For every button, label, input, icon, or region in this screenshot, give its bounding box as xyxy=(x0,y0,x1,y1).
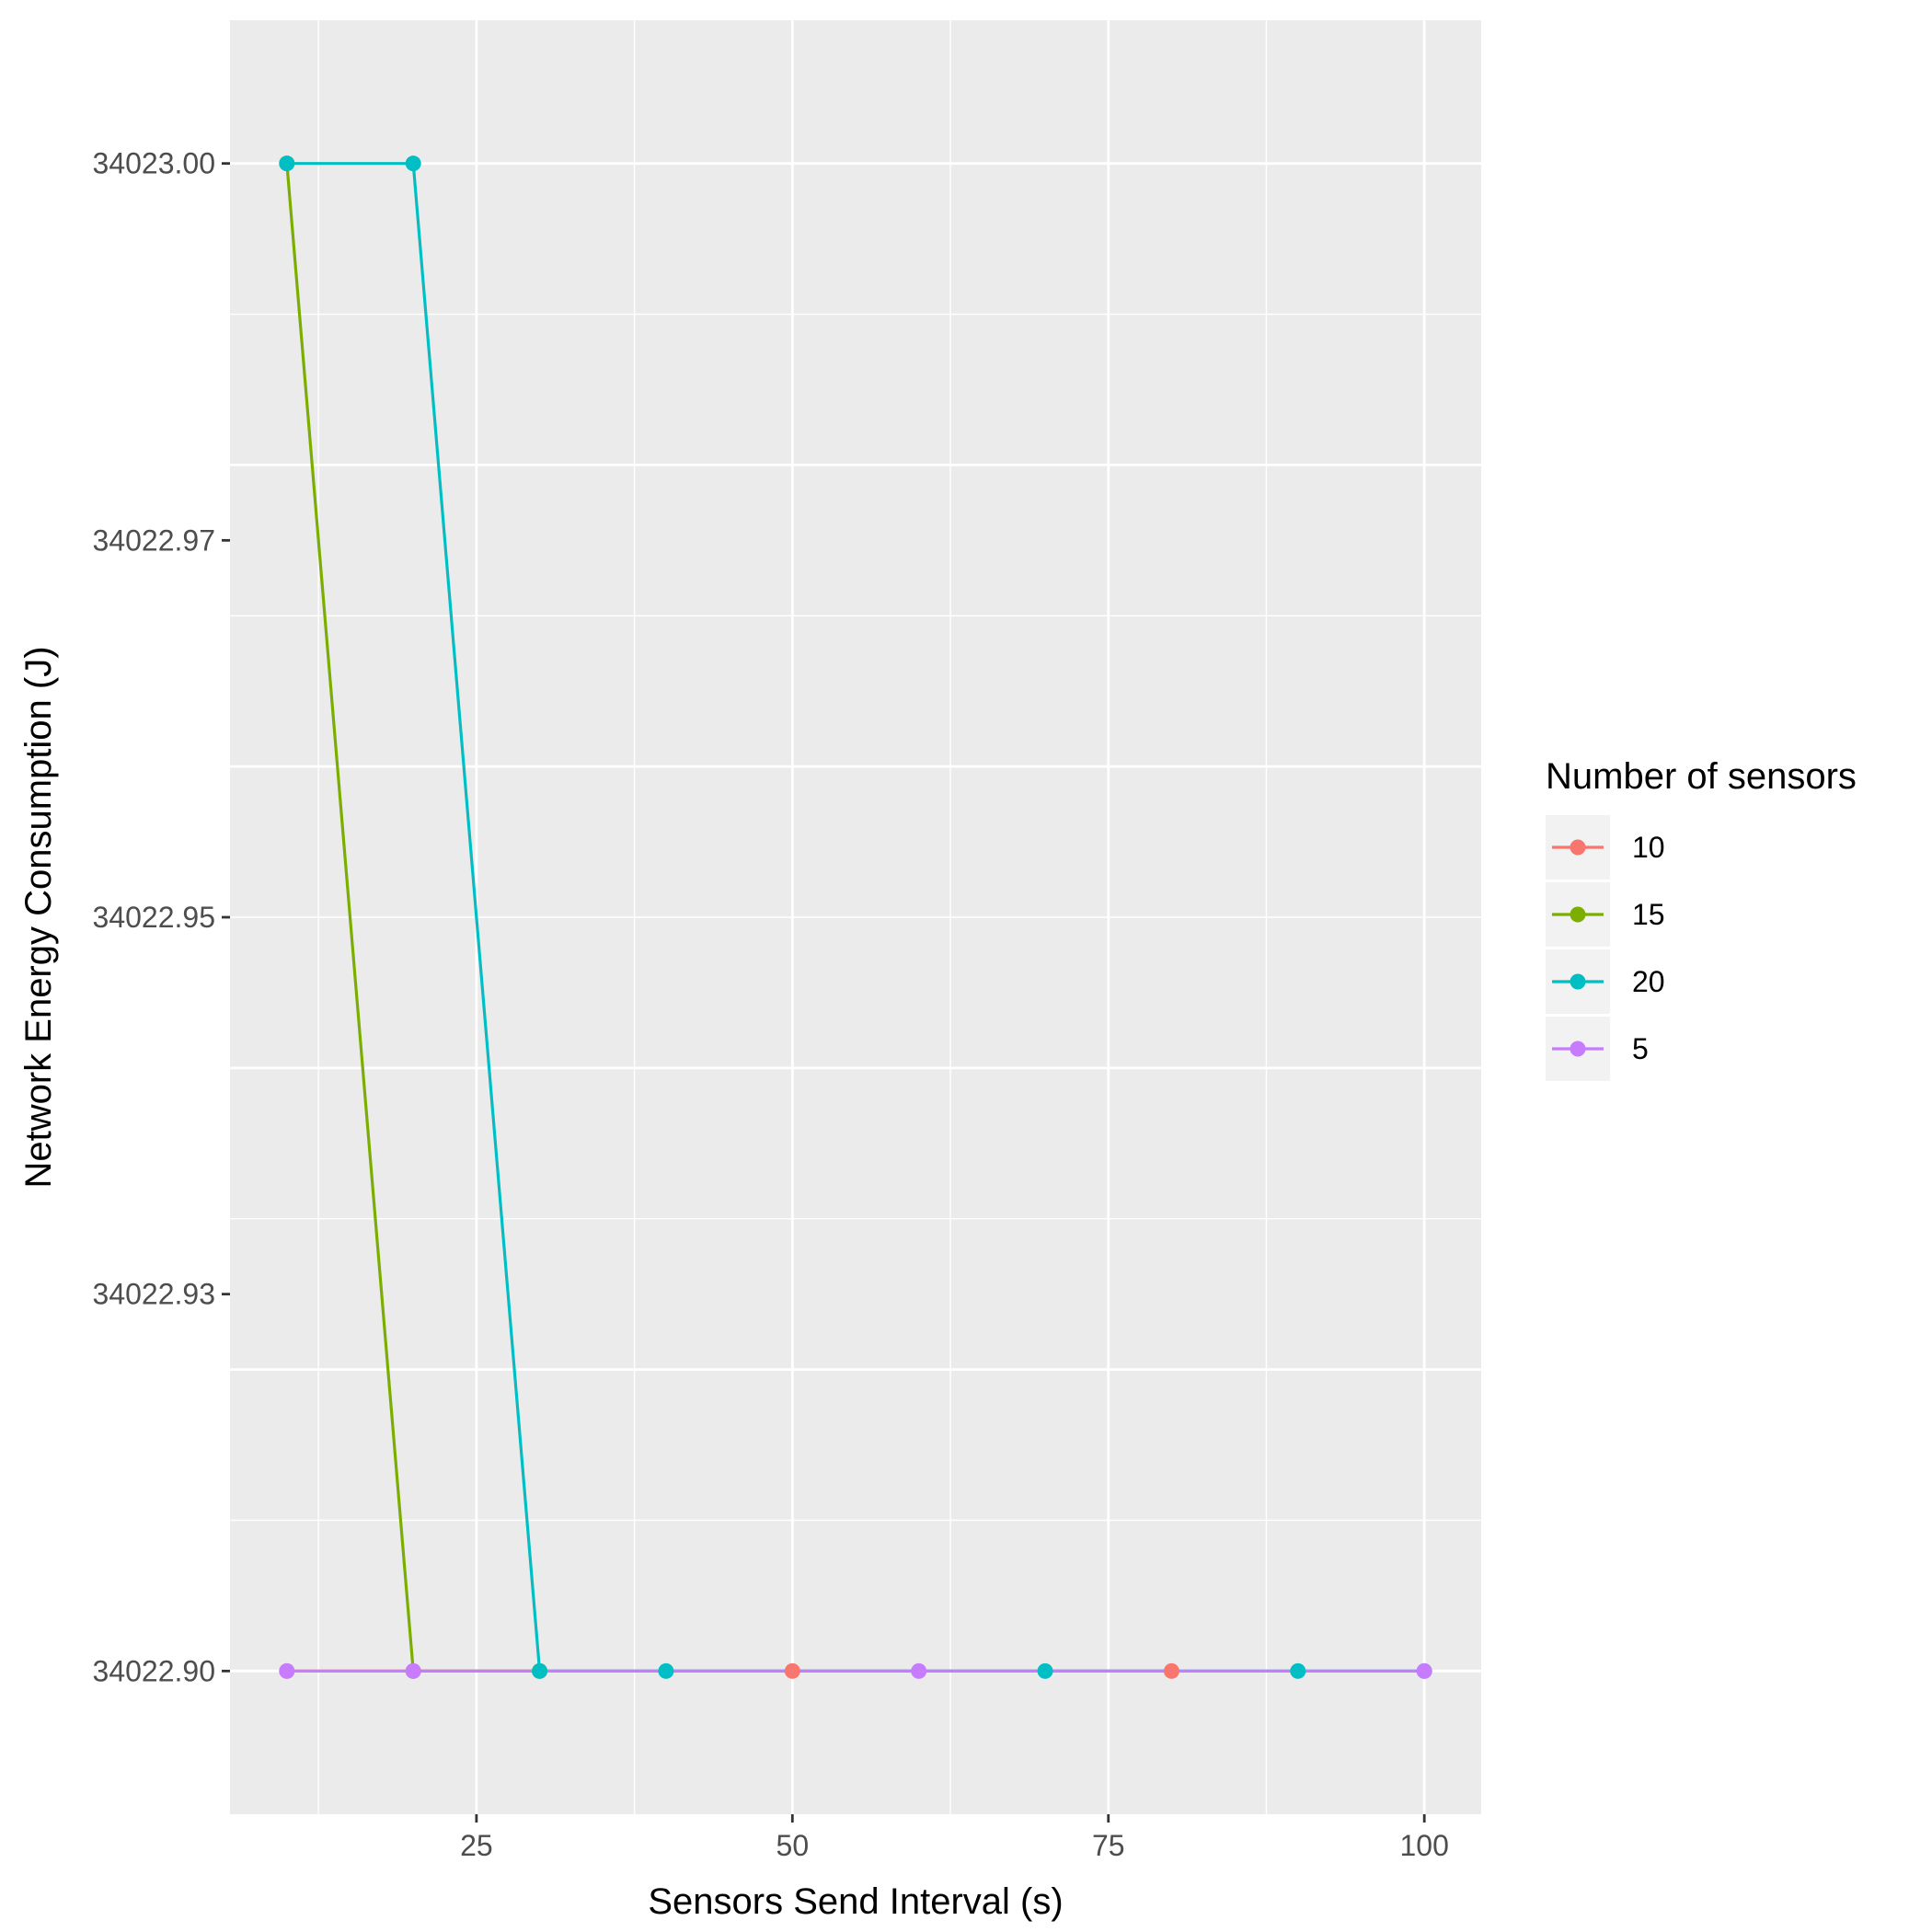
legend-key-point xyxy=(1570,973,1586,990)
y-tick-label: 34022.93 xyxy=(93,1278,215,1311)
grid-minor-lines xyxy=(230,20,1481,1814)
data-point-5 xyxy=(279,1662,295,1679)
y-tick-label: 34023.00 xyxy=(93,147,215,180)
legend-key-point xyxy=(1570,1041,1586,1057)
legend: Number of sensors 10 15 20 5 xyxy=(1546,756,1857,1081)
legend-label: 10 xyxy=(1632,831,1665,864)
x-tick-label: 75 xyxy=(1092,1829,1125,1862)
data-point-5 xyxy=(1416,1662,1432,1679)
series-layer xyxy=(279,155,1432,1679)
y-tick-label: 34022.95 xyxy=(93,901,215,934)
x-tick-label: 50 xyxy=(776,1829,810,1862)
data-point-10 xyxy=(784,1662,800,1679)
data-point-10 xyxy=(1163,1662,1179,1679)
data-point-20 xyxy=(1037,1662,1053,1679)
legend-label: 5 xyxy=(1632,1032,1649,1065)
data-point-5 xyxy=(911,1662,927,1679)
y-axis-title: Network Energy Consumption (J) xyxy=(18,646,59,1188)
legend-key-point xyxy=(1570,839,1586,856)
y-tick-label: 34022.97 xyxy=(93,523,215,557)
legend-key-point xyxy=(1570,906,1586,923)
x-tick-label: 25 xyxy=(460,1829,493,1862)
legend-title: Number of sensors xyxy=(1546,756,1857,797)
data-point-20 xyxy=(405,155,421,172)
y-tick-label: 34022.90 xyxy=(93,1654,215,1687)
data-point-20 xyxy=(279,155,295,172)
data-point-5 xyxy=(405,1662,421,1679)
x-axis-title: Sensors Send Interval (s) xyxy=(648,1881,1063,1922)
legend-label: 15 xyxy=(1632,898,1665,931)
axes: 25 50 75 100 34022.90 34022.93 34022.95 34022.9… xyxy=(93,147,1449,1862)
data-point-20 xyxy=(532,1662,548,1679)
data-point-20 xyxy=(1290,1662,1306,1679)
x-tick-label: 100 xyxy=(1399,1829,1448,1862)
data-point-20 xyxy=(658,1662,674,1679)
legend-label: 20 xyxy=(1632,965,1665,998)
